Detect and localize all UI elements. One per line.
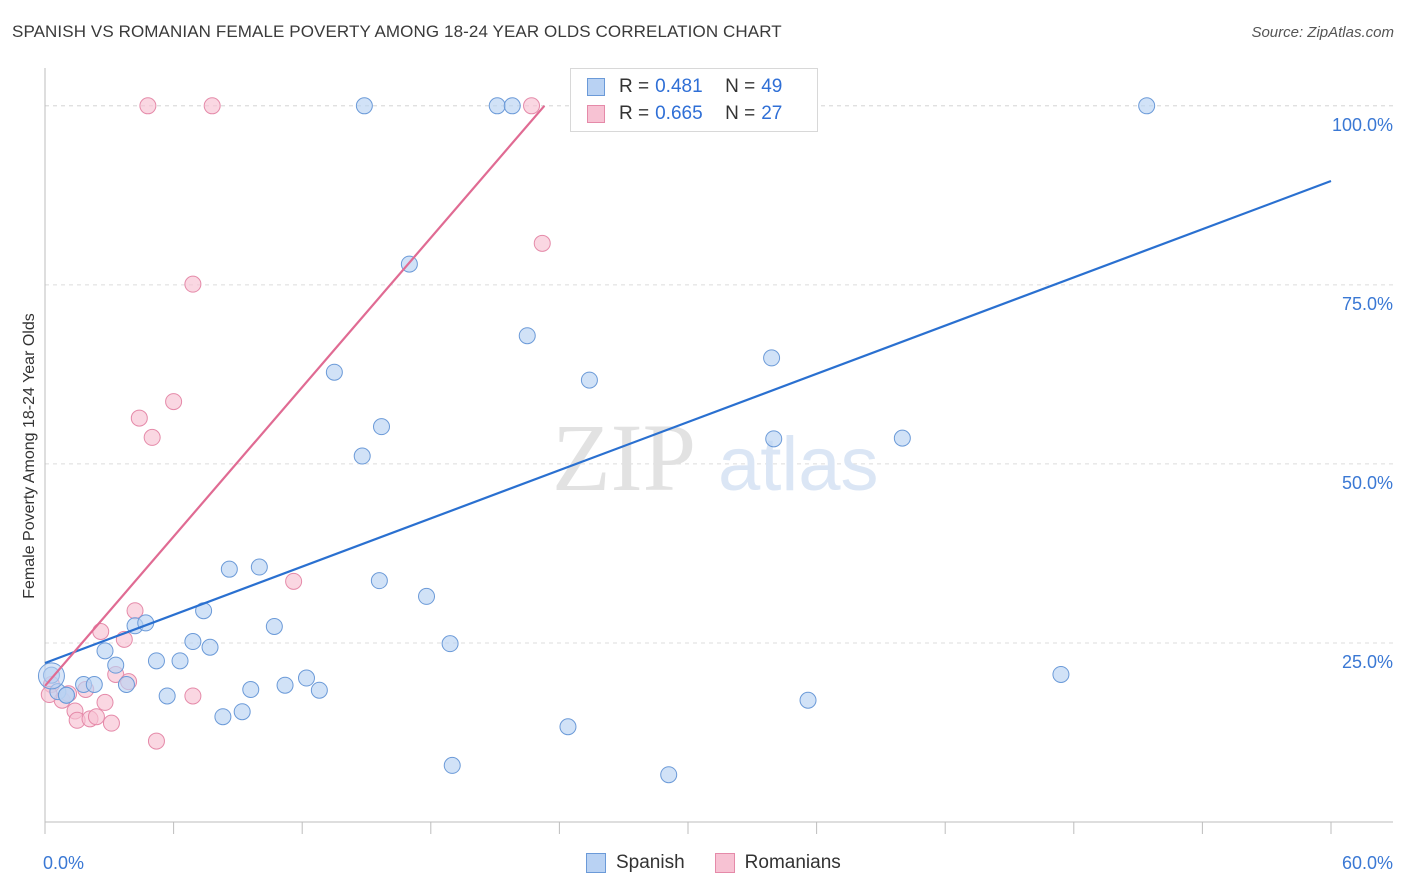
chart-title: SPANISH VS ROMANIAN FEMALE POVERTY AMONG… bbox=[12, 22, 782, 41]
spanish-point bbox=[96, 642, 114, 660]
spanish-point bbox=[265, 617, 283, 635]
n-label: N = bbox=[725, 103, 756, 124]
y-tick-label: 50.0% bbox=[1342, 473, 1393, 493]
spanish-point bbox=[85, 675, 103, 693]
romanian-point bbox=[203, 97, 221, 115]
romanian-points bbox=[40, 97, 551, 750]
x-tick-label: 0.0% bbox=[43, 853, 84, 873]
trend-lines bbox=[44, 105, 1332, 687]
legend-label-romanians: Romanians bbox=[744, 852, 841, 873]
spanish-point bbox=[201, 638, 219, 656]
spanish-point bbox=[1138, 97, 1156, 115]
romanian-point bbox=[523, 97, 541, 115]
watermark-zip: ZIP bbox=[552, 404, 696, 511]
spanish-point bbox=[107, 656, 125, 674]
spanish-point bbox=[220, 560, 238, 578]
spanish-point bbox=[765, 430, 783, 448]
spanish-point bbox=[559, 718, 577, 736]
spanish-point bbox=[518, 327, 536, 345]
series-legend: Spanish Romanians bbox=[586, 852, 871, 874]
spanish-point bbox=[310, 681, 328, 699]
legend-item-spanish[interactable]: Spanish bbox=[586, 852, 685, 874]
legend-label-spanish: Spanish bbox=[616, 852, 685, 873]
n-label: N = bbox=[725, 76, 756, 97]
spanish-point bbox=[503, 97, 521, 115]
spanish-point bbox=[355, 97, 373, 115]
spanish-swatch bbox=[587, 78, 605, 96]
grid-lines bbox=[45, 105, 1393, 644]
spanish-point bbox=[184, 633, 202, 651]
romanian-point bbox=[102, 714, 120, 732]
spanish-point bbox=[214, 708, 232, 726]
romanian-point bbox=[92, 622, 110, 640]
spanish-point bbox=[418, 587, 436, 605]
spanish-point bbox=[441, 635, 459, 653]
spanish-point bbox=[57, 686, 75, 704]
spanish-point bbox=[1052, 665, 1070, 683]
spanish-point bbox=[893, 429, 911, 447]
r-label: R = bbox=[619, 103, 650, 124]
spanish-point bbox=[233, 703, 251, 721]
source-credit: Source: ZipAtlas.com bbox=[1251, 24, 1394, 41]
r-label: R = bbox=[619, 76, 650, 97]
romanian-point bbox=[184, 275, 202, 293]
r-value: 0.481 bbox=[655, 76, 703, 97]
romanian-trend-line bbox=[44, 105, 546, 687]
spanish-point bbox=[353, 447, 371, 465]
tick-labels: 25.0% 50.0% 75.0% 100.0% 0.0% 60.0% bbox=[43, 115, 1393, 873]
spanish-point bbox=[370, 572, 388, 590]
romanian-point bbox=[184, 687, 202, 705]
spanish-point bbox=[242, 681, 260, 699]
watermark-atlas: atlas bbox=[718, 422, 879, 507]
spanish-point bbox=[580, 371, 598, 389]
spanish-point bbox=[171, 652, 189, 670]
romanian-point bbox=[96, 693, 114, 711]
spanish-point bbox=[443, 756, 461, 774]
spanish-point bbox=[763, 349, 781, 367]
legend-row-spanish: R = 0.481 N = 49 bbox=[587, 75, 831, 99]
n-value: 27 bbox=[761, 103, 783, 124]
spanish-point bbox=[660, 766, 678, 784]
spanish-swatch bbox=[586, 853, 606, 873]
spanish-trend-line bbox=[44, 179, 1332, 665]
romanian-point bbox=[139, 97, 157, 115]
romanian-point bbox=[87, 708, 105, 726]
spanish-point bbox=[799, 691, 817, 709]
romanian-point bbox=[165, 393, 183, 411]
romanian-point bbox=[130, 409, 148, 427]
spanish-point bbox=[117, 675, 135, 693]
spanish-point bbox=[158, 687, 176, 705]
romanian-point bbox=[147, 732, 165, 750]
legend-item-romanians[interactable]: Romanians bbox=[714, 852, 841, 874]
romanian-swatch bbox=[587, 105, 605, 123]
correlation-legend: R = 0.481 N = 49 R = 0.665 N = 27 bbox=[570, 68, 818, 132]
n-value: 49 bbox=[761, 76, 783, 97]
spanish-point bbox=[488, 97, 506, 115]
romanian-point bbox=[143, 428, 161, 446]
romanian-swatch bbox=[714, 853, 735, 873]
spanish-point bbox=[147, 652, 165, 670]
spanish-point bbox=[276, 676, 294, 694]
x-tick-label: 60.0% bbox=[1342, 853, 1393, 873]
y-axis-label: Female Poverty Among 18-24 Year Olds bbox=[21, 313, 38, 599]
spanish-point bbox=[297, 669, 315, 687]
y-tick-label: 25.0% bbox=[1342, 652, 1393, 672]
spanish-point bbox=[325, 363, 343, 381]
romanian-point bbox=[533, 234, 551, 252]
legend-row-romanians: R = 0.665 N = 27 bbox=[587, 102, 831, 126]
y-tick-label: 100.0% bbox=[1332, 115, 1393, 135]
r-value: 0.665 bbox=[655, 103, 703, 124]
y-tick-label: 75.0% bbox=[1342, 294, 1393, 314]
spanish-point bbox=[250, 558, 268, 576]
spanish-point bbox=[373, 418, 391, 436]
romanian-point bbox=[285, 572, 303, 590]
